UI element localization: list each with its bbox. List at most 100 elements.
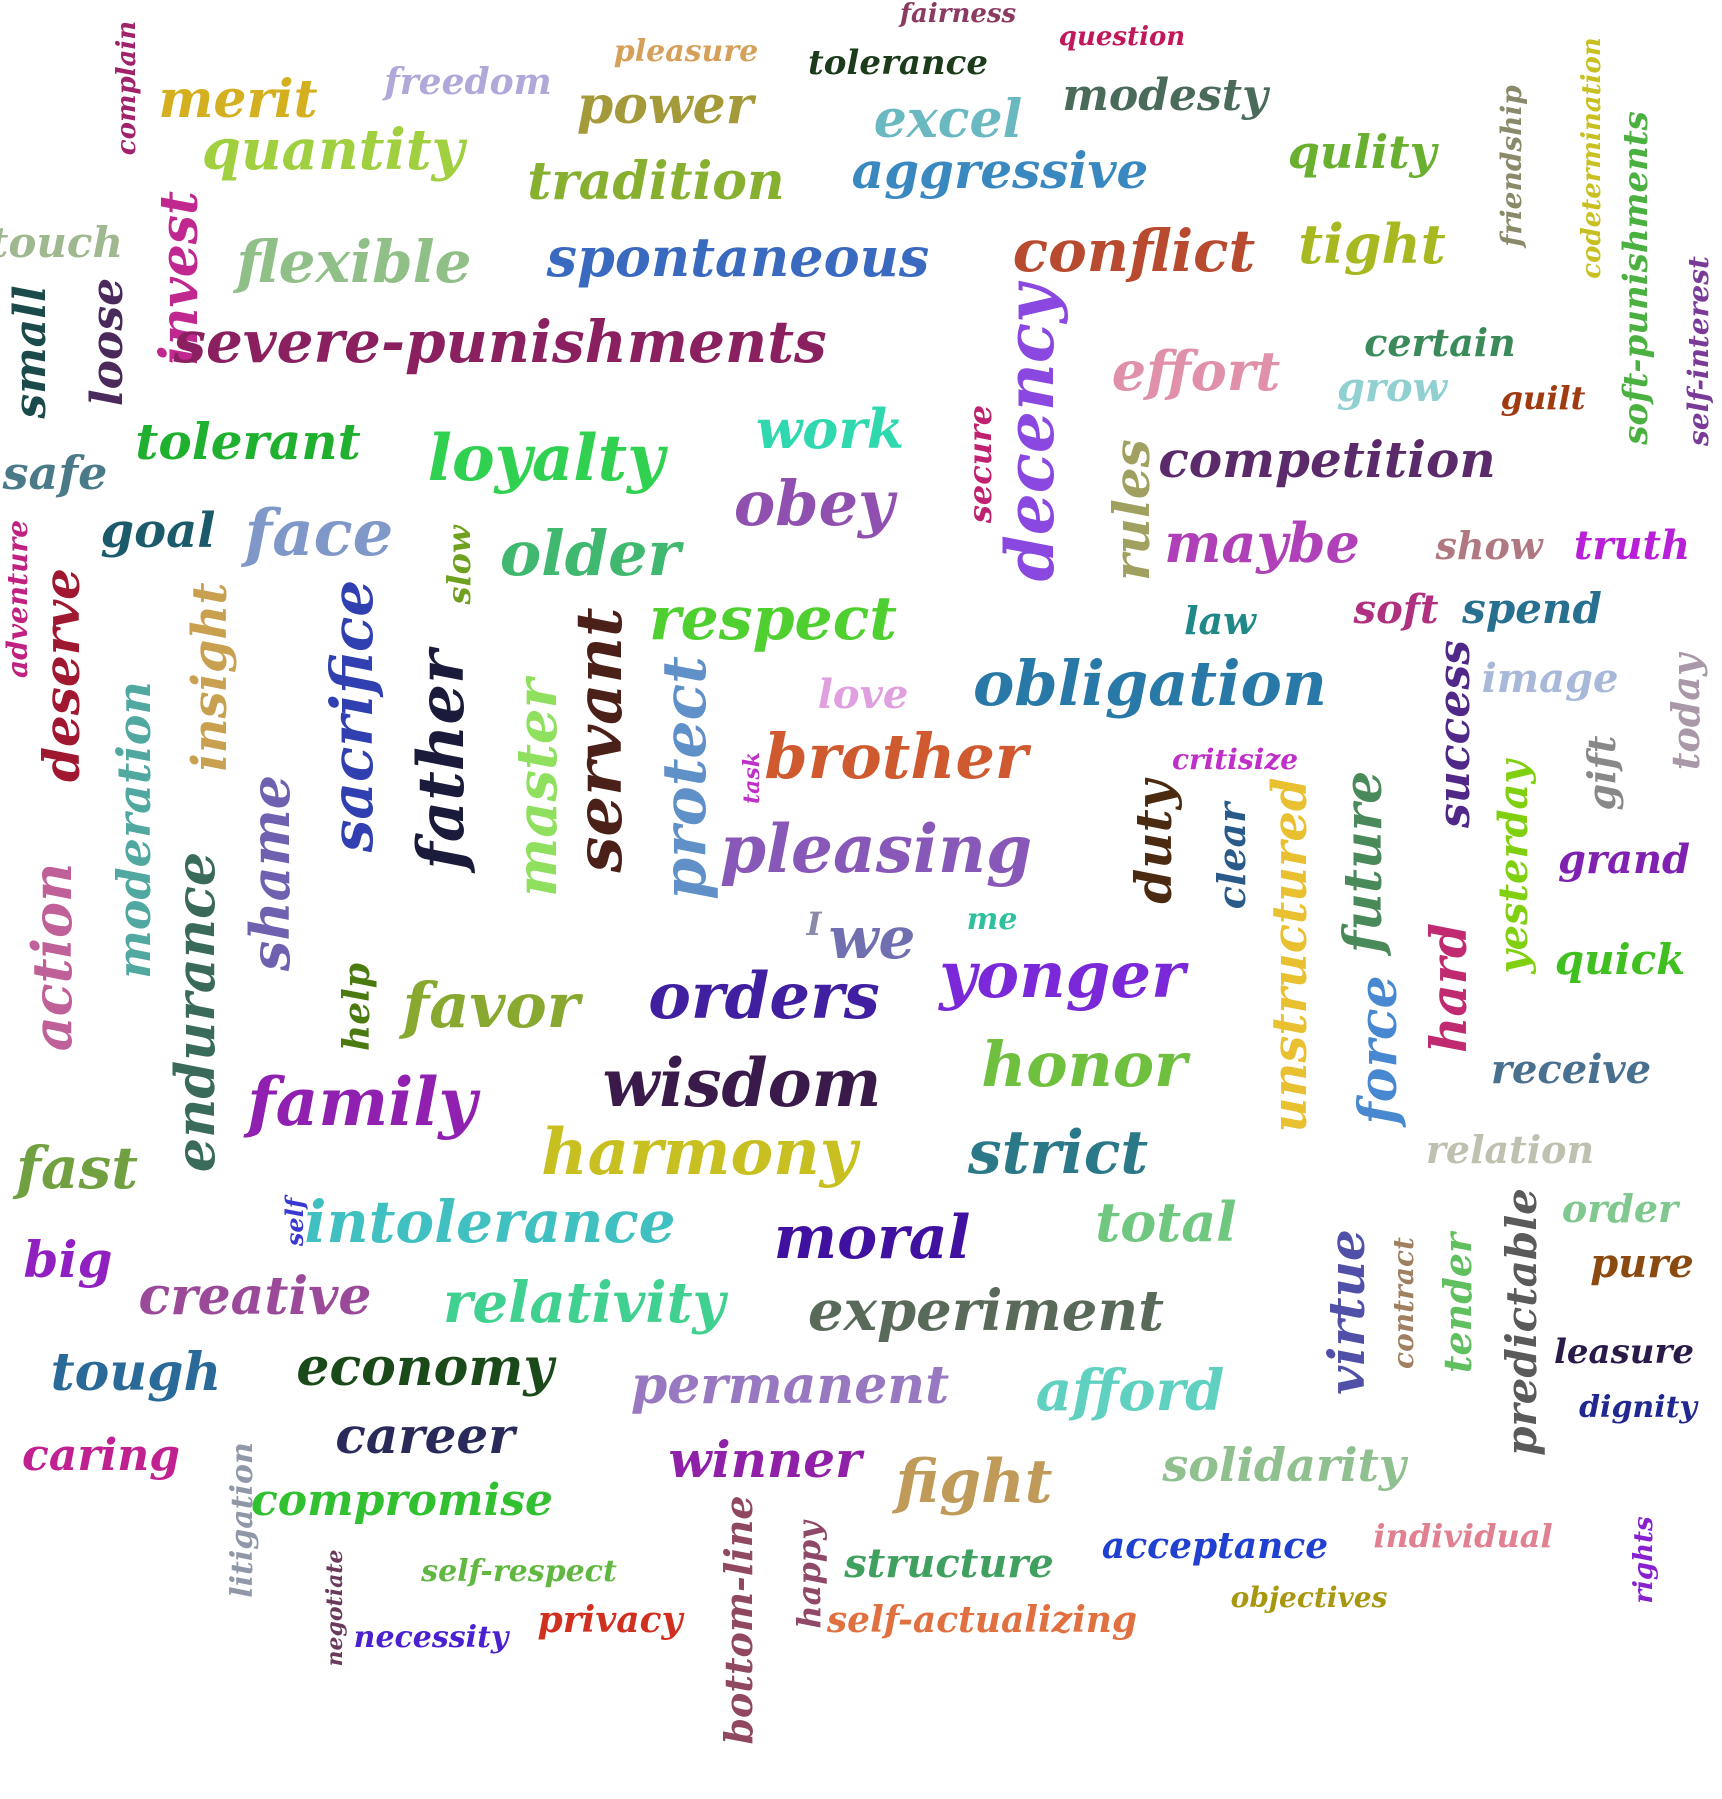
word-self-interest: self-interest (1682, 256, 1715, 446)
word-unstructured: unstructured (1262, 777, 1318, 1133)
word-guilt: guilt (1500, 379, 1586, 417)
word-excel: excel (873, 89, 1023, 150)
word-law: law (1184, 598, 1256, 643)
word-competition: competition (1158, 430, 1496, 489)
word-action: action (20, 862, 84, 1052)
word-afford: afford (1035, 1358, 1225, 1424)
word-duty: duty (1124, 780, 1183, 904)
word-older: older (499, 517, 681, 590)
word-show: show (1435, 523, 1543, 568)
word-soft-punishments: soft-punishments (1616, 111, 1656, 445)
word-loose: loose (82, 277, 133, 407)
word-decency: decency (991, 284, 1069, 582)
word-orders: orders (648, 959, 880, 1034)
word-question: question (1058, 22, 1186, 52)
word-friendship: friendship (1495, 85, 1528, 247)
word-moral: moral (773, 1203, 971, 1273)
word-flexible: flexible (236, 228, 472, 296)
word-obey: obey (733, 467, 895, 540)
word-qulity: qulity (1287, 125, 1437, 179)
word-fight: fight (895, 1447, 1053, 1517)
word-tolerant: tolerant (135, 412, 361, 471)
word-severe-punishments: severe-punishments (173, 308, 827, 376)
word-relation: relation (1425, 1127, 1595, 1172)
word-soft: soft (1353, 586, 1439, 633)
word-grow: grow (1336, 364, 1448, 411)
word-pleasing: pleasing (719, 810, 1033, 888)
word-winner: winner (668, 1430, 862, 1489)
word-family: family (247, 1063, 477, 1141)
word-i: I (806, 905, 822, 943)
word-touch: touch (0, 218, 124, 267)
word-leasure: leasure (1554, 1332, 1694, 1372)
word-shame: shame (238, 774, 302, 972)
word-freedom: freedom (384, 61, 552, 103)
word-spontaneous: spontaneous (546, 225, 930, 289)
word-harmony: harmony (541, 1115, 857, 1190)
word-slow: slow (440, 525, 478, 605)
word-quantity: quantity (201, 117, 465, 183)
word-small: small (5, 285, 56, 419)
word-wisdom: wisdom (602, 1044, 882, 1122)
word-codetermination: codetermination (1577, 37, 1607, 279)
word-virtue: virtue (1317, 1229, 1376, 1395)
word-aggressive: aggressive (851, 141, 1149, 200)
word-negotiate: negotiate (322, 1549, 348, 1667)
word-sacrifice: sacrifice (318, 579, 386, 853)
word-order: order (1561, 1186, 1679, 1231)
word-rights: rights (1629, 1516, 1659, 1604)
word-acceptance: acceptance (1101, 1525, 1329, 1567)
word-solidarity: solidarity (1162, 1438, 1406, 1492)
word-pure: pure (1590, 1240, 1694, 1287)
word-obligation: obligation (973, 647, 1327, 720)
word-task: task (739, 751, 765, 805)
word-fast: fast (16, 1134, 138, 1202)
word-compromise: compromise (250, 1475, 554, 1526)
word-deserve: deserve (32, 568, 91, 782)
word-self-actualizing: self-actualizing (826, 1599, 1138, 1641)
word-tradition: tradition (527, 151, 785, 212)
word-me: me (966, 902, 1018, 937)
word-honor: honor (981, 1028, 1187, 1101)
word-master: master (504, 678, 570, 898)
word-face: face (244, 496, 394, 571)
word-yesterday: yesterday (1490, 760, 1537, 974)
word-effort: effort (1111, 339, 1281, 403)
word-truth: truth (1573, 522, 1691, 569)
word-quick: quick (1554, 935, 1686, 984)
word-hard: hard (1419, 922, 1478, 1054)
word-image: image (1481, 655, 1619, 702)
word-adventure: adventure (1, 519, 34, 679)
word-rules: rules (1102, 439, 1161, 581)
word-necessity: necessity (353, 1620, 509, 1655)
word-modesty: modesty (1062, 70, 1268, 121)
word-spend: spend (1462, 584, 1602, 633)
word-total: total (1095, 1190, 1237, 1254)
word-conflict: conflict (1012, 217, 1256, 285)
word-respect: respect (649, 584, 897, 654)
word-happy: happy (790, 1521, 828, 1629)
word-loyalty: loyalty (427, 421, 665, 496)
word-big: big (23, 1230, 113, 1289)
word-secure: secure (961, 404, 999, 524)
word-objectives: objectives (1230, 1581, 1388, 1614)
word-contract: contract (1387, 1237, 1420, 1369)
word-receive: receive (1490, 1046, 1652, 1093)
word-tight: tight (1298, 212, 1446, 276)
word-future: future (1333, 770, 1394, 954)
word-strict: strict (967, 1118, 1149, 1188)
word-caring: caring (22, 1430, 180, 1481)
word-success: success (1429, 640, 1480, 828)
word-safe: safe (2, 446, 108, 500)
word-fairness: fairness (899, 0, 1017, 29)
word-father: father (404, 650, 479, 870)
word-intolerance: intolerance (304, 1188, 676, 1256)
word-self-respect: self-respect (421, 1554, 617, 1589)
word-structure: structure (844, 1540, 1054, 1587)
word-endurance: endurance (163, 851, 227, 1173)
word-favor: favor (402, 969, 580, 1042)
word-career: career (335, 1406, 515, 1465)
word-yonger: yonger (939, 938, 1185, 1013)
word-power: power (576, 75, 754, 136)
